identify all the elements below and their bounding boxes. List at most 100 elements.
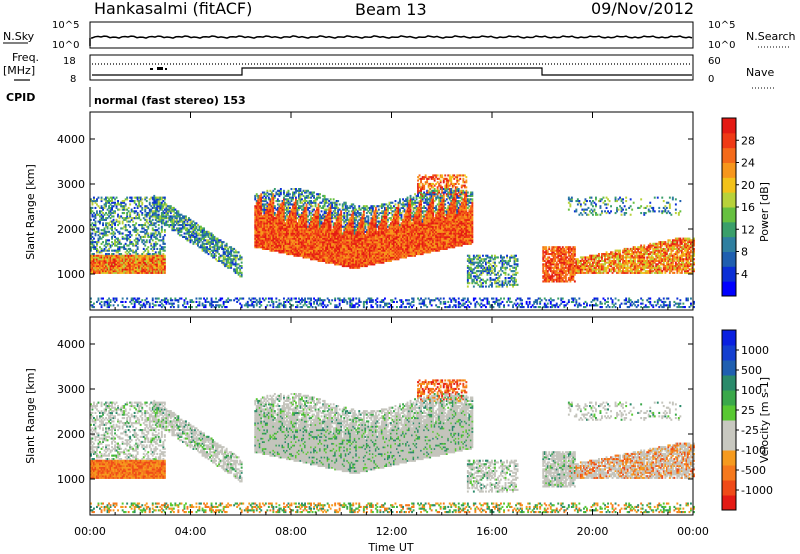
power-cell (125, 224, 127, 226)
power-cell (339, 303, 341, 305)
power-cell (131, 303, 133, 305)
power-cell (185, 298, 187, 300)
power-cell (131, 234, 133, 236)
date-title: 09/Nov/2012 (591, 0, 694, 18)
power-cell (289, 193, 291, 195)
power-cell (230, 299, 232, 301)
power-cell (144, 245, 146, 247)
power-cell (330, 198, 332, 200)
power-cell (126, 298, 128, 300)
power-cell (122, 298, 124, 300)
power-cell (330, 303, 332, 305)
nsearch-scale-bottom: 10^0 (708, 40, 735, 51)
power-cell (265, 298, 267, 300)
power-cell (131, 197, 133, 199)
power-cell (185, 215, 187, 217)
freq-tick-top: 18 (63, 56, 76, 67)
power-cell (310, 303, 312, 305)
power-cell (113, 215, 115, 217)
power-cell (241, 274, 243, 276)
power-cell (275, 301, 277, 303)
power-cell (266, 304, 268, 306)
power-cell (358, 304, 360, 306)
power-cell (312, 306, 314, 308)
power-cell (177, 304, 179, 306)
power-heatmap (90, 174, 695, 308)
power-cell (158, 224, 160, 226)
power-cell (141, 212, 143, 214)
power-cell (126, 197, 128, 199)
power-cell (241, 304, 243, 306)
power-cell (173, 303, 175, 305)
power-cell (278, 200, 280, 202)
power-cell (125, 306, 127, 308)
power-cell (358, 298, 360, 300)
power-cell (129, 203, 131, 205)
power-cell (331, 299, 333, 301)
power-cell (105, 205, 107, 207)
power-cell (283, 298, 285, 300)
power-cell (134, 207, 136, 209)
power-cell (331, 221, 333, 223)
power-cell (146, 298, 148, 300)
power-cell (352, 298, 354, 300)
power-cell (203, 227, 205, 229)
power-cell (304, 298, 306, 300)
power-cell (135, 222, 137, 224)
power-cell (272, 301, 274, 303)
power-cell (193, 221, 195, 223)
power-cell (266, 190, 268, 192)
power-cell (129, 226, 131, 228)
power-cell (297, 304, 299, 306)
station-title: Hankasalmi (fitACF) (94, 0, 252, 18)
power-cell (132, 221, 134, 223)
power-cell (372, 299, 374, 301)
power-cell (144, 222, 146, 224)
power-cell (140, 219, 142, 221)
power-cell (205, 304, 207, 306)
power-cell (372, 306, 374, 308)
power-cell (312, 205, 314, 207)
power-cell (196, 301, 198, 303)
power-cell (98, 197, 100, 199)
power-cell (352, 203, 354, 205)
power-cell (164, 229, 166, 231)
power-cell (128, 207, 130, 209)
power-cell (122, 301, 124, 303)
power-cell (107, 234, 109, 236)
power-cell (123, 212, 125, 214)
power-cell (241, 258, 243, 260)
power-cell (164, 250, 166, 252)
power-cell (129, 239, 131, 241)
power-cell (187, 301, 189, 303)
power-cell (120, 243, 122, 245)
power-cell (306, 222, 308, 224)
power-cell (108, 239, 110, 241)
power-cell (226, 243, 228, 245)
power-cell (156, 248, 158, 250)
power-cell (101, 197, 103, 199)
power-cell (146, 200, 148, 202)
power-cell (152, 298, 154, 300)
power-cell (206, 298, 208, 300)
power-cell (272, 190, 274, 192)
power-cell (116, 205, 118, 207)
power-cell (125, 205, 127, 207)
power-cell (102, 298, 104, 300)
freq-label: Freq. (12, 51, 39, 64)
power-cell (291, 298, 293, 300)
power-cell (345, 202, 347, 204)
power-cell (158, 298, 160, 300)
power-cell (158, 227, 160, 229)
power-cell (150, 243, 152, 245)
power-cell (96, 203, 98, 205)
power-cell (164, 246, 166, 248)
power-cell (156, 301, 158, 303)
power-cell (125, 203, 127, 205)
power-cell (110, 304, 112, 306)
power-cell (319, 193, 321, 195)
power-cell (101, 301, 103, 303)
nsky-panel-frame (90, 22, 693, 48)
power-cell (333, 198, 335, 200)
power-cell (238, 251, 240, 253)
